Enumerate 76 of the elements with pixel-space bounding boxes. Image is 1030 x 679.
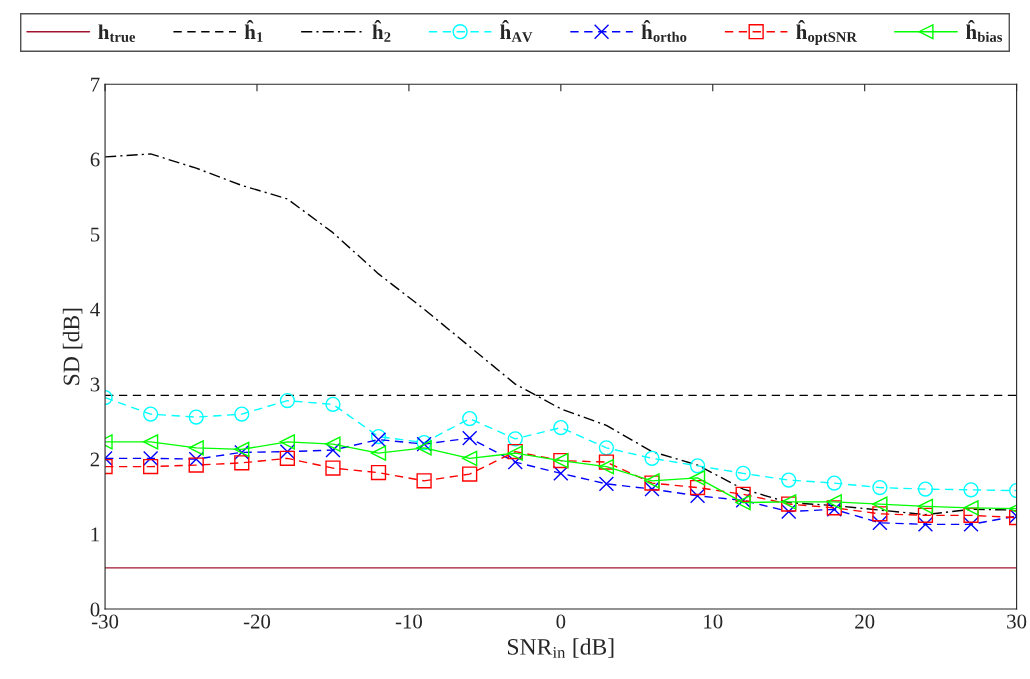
point: [279, 450, 296, 466]
legend-label: ĥ$_{1}$: [244, 20, 263, 42]
point: [781, 503, 797, 520]
point: [462, 430, 478, 446]
point: [963, 500, 979, 516]
x-tick-label: 20: [855, 614, 875, 629]
legend-label: ĥ$_{AV}$: [500, 20, 533, 43]
point: [188, 457, 204, 473]
y-tick-label: 5: [90, 227, 100, 242]
x-tick-label: 10: [704, 614, 723, 629]
point: [963, 516, 979, 532]
point: [279, 443, 296, 460]
x-axis-title: SNR$_{in}$ [dB]: [507, 638, 614, 658]
point: [963, 482, 979, 498]
point: [416, 440, 432, 456]
point: [142, 458, 159, 475]
point: [689, 458, 706, 474]
point: [917, 516, 934, 532]
point: [735, 486, 751, 502]
point: [917, 507, 934, 523]
legend-label: ĥ$_{optSNR}$: [796, 20, 858, 45]
point: [689, 488, 706, 504]
point: [917, 481, 934, 497]
point: [325, 436, 341, 452]
point: [507, 454, 523, 470]
point: [644, 450, 660, 466]
x-tick-label: -10: [395, 614, 422, 629]
point: [325, 396, 341, 413]
point: [917, 498, 934, 514]
point: [279, 434, 296, 450]
y-tick-label: 1: [91, 527, 99, 542]
point: [826, 475, 842, 491]
point: [462, 410, 478, 427]
point: [507, 431, 523, 447]
point: [872, 496, 888, 512]
point: [370, 464, 387, 481]
legend-label: ĥ$_{2}$: [372, 20, 391, 42]
point: [598, 476, 615, 492]
point: [689, 479, 706, 496]
point: [826, 494, 842, 510]
y-axis-title: SD [dB]: [62, 308, 83, 385]
point: [872, 506, 888, 522]
point: [279, 392, 296, 409]
point: [188, 440, 204, 456]
x-tick-label: -20: [243, 614, 271, 629]
x-tick-label: 30: [1007, 614, 1027, 629]
y-tick-label: 6: [90, 152, 100, 167]
point: [553, 419, 569, 436]
point: [370, 445, 387, 461]
point: [325, 460, 341, 476]
legend-label: ĥ$_{bias}$: [966, 20, 1003, 42]
y-tick-label: 2: [90, 452, 100, 467]
point: [644, 481, 660, 497]
y-tick-label: 7: [91, 77, 100, 92]
point: [188, 451, 204, 467]
point: [872, 515, 888, 531]
point: [188, 409, 204, 425]
point: [142, 406, 159, 422]
point: [689, 470, 706, 486]
point: [872, 479, 888, 496]
point: [598, 458, 615, 475]
point: [142, 434, 159, 450]
x-tick-label: 0: [556, 614, 566, 629]
point: [462, 450, 478, 466]
point: [416, 473, 432, 489]
point: [234, 455, 250, 471]
point: [142, 450, 159, 466]
y-tick-label: 3: [90, 377, 100, 392]
point: [234, 406, 250, 422]
point: [553, 465, 569, 481]
point: [735, 465, 751, 481]
legend-label: h$_{true}$: [98, 24, 136, 42]
legend-label: ĥ$_{ortho}$: [641, 20, 687, 42]
y-tick-label: 4: [90, 302, 100, 317]
point: [781, 472, 797, 488]
point: [462, 466, 478, 482]
